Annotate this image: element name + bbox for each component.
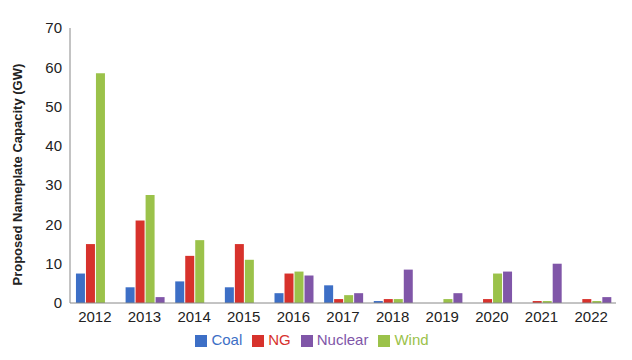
svg-text:2022: 2022 — [574, 308, 607, 325]
svg-text:2016: 2016 — [277, 308, 310, 325]
svg-text:50: 50 — [45, 98, 62, 115]
html-text:Wind: Wind — [394, 331, 429, 348]
svg-text:2019: 2019 — [426, 308, 459, 325]
svg-text:2014: 2014 — [177, 308, 210, 325]
html-text:NG: NG — [268, 331, 291, 348]
svg-text:2020: 2020 — [475, 308, 508, 325]
svg-text:20: 20 — [45, 216, 62, 233]
svg-text:2018: 2018 — [376, 308, 409, 325]
svg-text:2012: 2012 — [78, 308, 111, 325]
svg-text:40: 40 — [45, 137, 62, 154]
html-text:Nuclear: Nuclear — [316, 331, 369, 348]
svg-text:10: 10 — [45, 255, 62, 272]
svg-text:60: 60 — [45, 59, 62, 76]
svg-text:30: 30 — [45, 176, 62, 193]
svg-text:Proposed Nameplate Capacity (G: Proposed Nameplate Capacity (GW) — [10, 64, 25, 286]
svg-text:0: 0 — [54, 294, 62, 311]
svg-text:2017: 2017 — [326, 308, 359, 325]
svg-text:70: 70 — [45, 19, 62, 36]
svg-text:2013: 2013 — [128, 308, 161, 325]
svg-text:2015: 2015 — [227, 308, 260, 325]
html-text:Coal: Coal — [211, 331, 243, 348]
svg-text:2021: 2021 — [525, 308, 558, 325]
